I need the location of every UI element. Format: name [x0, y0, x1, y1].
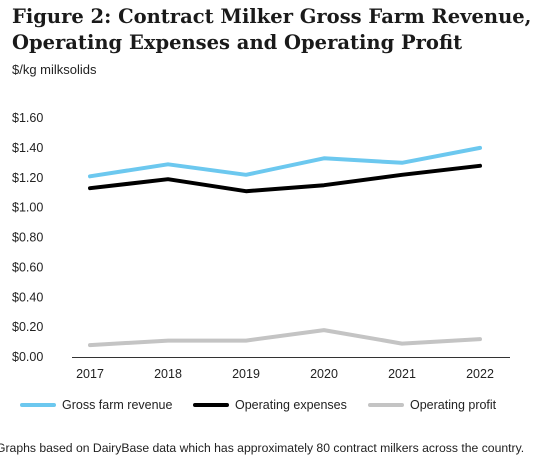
series-line-3 — [88, 328, 482, 348]
y-tick-label: $0.00 — [12, 350, 43, 364]
legend-label: Gross farm revenue — [62, 398, 173, 412]
series-lines — [88, 145, 482, 348]
x-tick-label: 2019 — [232, 367, 260, 381]
y-tick-label: $1.60 — [12, 111, 43, 125]
x-axis: 2017 2018 2019 2020 2021 2022 — [76, 367, 494, 381]
x-tick-label: 2018 — [154, 367, 182, 381]
series-line-1 — [88, 145, 482, 179]
chart-title: Figure 2: Contract Milker Gross Farm Rev… — [12, 5, 532, 54]
y-tick-label: $0.40 — [12, 290, 43, 304]
y-tick-label: $0.80 — [12, 231, 43, 245]
legend-label: Operating expenses — [235, 398, 347, 412]
x-tick-label: 2020 — [310, 367, 338, 381]
x-tick-label: 2021 — [388, 367, 416, 381]
x-tick-label: 2022 — [466, 367, 494, 381]
y-tick-label: $1.00 — [12, 201, 43, 215]
x-tick-label: 2017 — [76, 367, 104, 381]
line-chart: $0.00 $0.20 $0.40 $0.60 $0.80 $1.00 $1.20 $1.40… — [12, 111, 510, 412]
legend-label: Operating profit — [410, 398, 497, 412]
y-tick-label: $0.60 — [12, 260, 43, 274]
y-axis: $0.00 $0.20 $0.40 $0.60 $0.80 $1.00 $1.20 $1.40… — [12, 111, 43, 364]
y-tick-label: $0.20 — [12, 320, 43, 334]
y-axis-unit-label: $/kg milksolids — [12, 62, 97, 77]
series-line-2 — [88, 163, 482, 194]
footnote: Graphs based on DairyBase data which has… — [0, 441, 525, 455]
y-tick-label: $1.20 — [12, 171, 43, 185]
y-tick-label: $1.40 — [12, 141, 43, 155]
legend: Gross farm revenue Operating expenses Oper… — [20, 398, 497, 412]
